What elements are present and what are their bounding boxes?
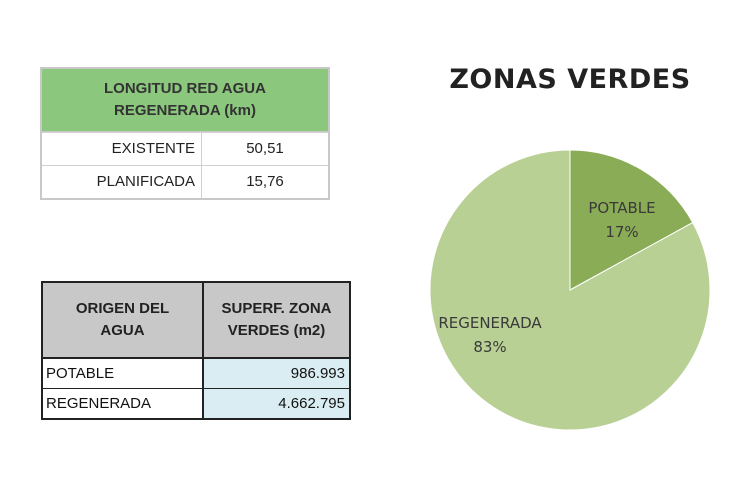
pie-slice-regenerada	[429, 149, 711, 431]
table-row: POTABLE 986.993	[43, 359, 349, 388]
row-value: 50,51	[246, 140, 284, 157]
row-label: PLANIFICADA	[42, 166, 202, 198]
pie-chart: POTABLE 17% REGENERADA 83%	[429, 149, 711, 431]
slice-name-label: POTABLE	[588, 199, 655, 217]
slice-name-label: REGENERADA	[438, 314, 542, 332]
origen-agua-table: ORIGEN DEL AGUA SUPERF. ZONA VERDES (m2)…	[41, 281, 351, 420]
superficie-header: SUPERF. ZONA VERDES (m2)	[204, 283, 349, 357]
table-row: EXISTENTE 50,51	[42, 132, 328, 165]
row-value: 15,76	[246, 173, 284, 190]
slice-percent-label: 83%	[473, 338, 506, 356]
table-row: REGENERADA 4.662.795	[43, 388, 349, 418]
row-label: POTABLE	[43, 359, 204, 388]
table-row: PLANIFICADA 15,76	[42, 165, 328, 198]
chart-title: ZONAS VERDES	[449, 64, 691, 95]
origen-agua-header-row: ORIGEN DEL AGUA SUPERF. ZONA VERDES (m2)	[43, 283, 349, 359]
pie-slice-potable	[569, 149, 694, 291]
longitud-red-header: LONGITUD RED AGUA REGENERADA (km)	[42, 69, 328, 132]
row-value: 4.662.795	[204, 389, 349, 418]
row-label: EXISTENTE	[42, 133, 202, 165]
row-value: 986.993	[204, 359, 349, 388]
longitud-red-table: LONGITUD RED AGUA REGENERADA (km) EXISTE…	[40, 67, 330, 200]
row-label: REGENERADA	[43, 389, 204, 418]
slice-percent-label: 17%	[605, 223, 638, 241]
origen-header: ORIGEN DEL AGUA	[43, 283, 204, 357]
